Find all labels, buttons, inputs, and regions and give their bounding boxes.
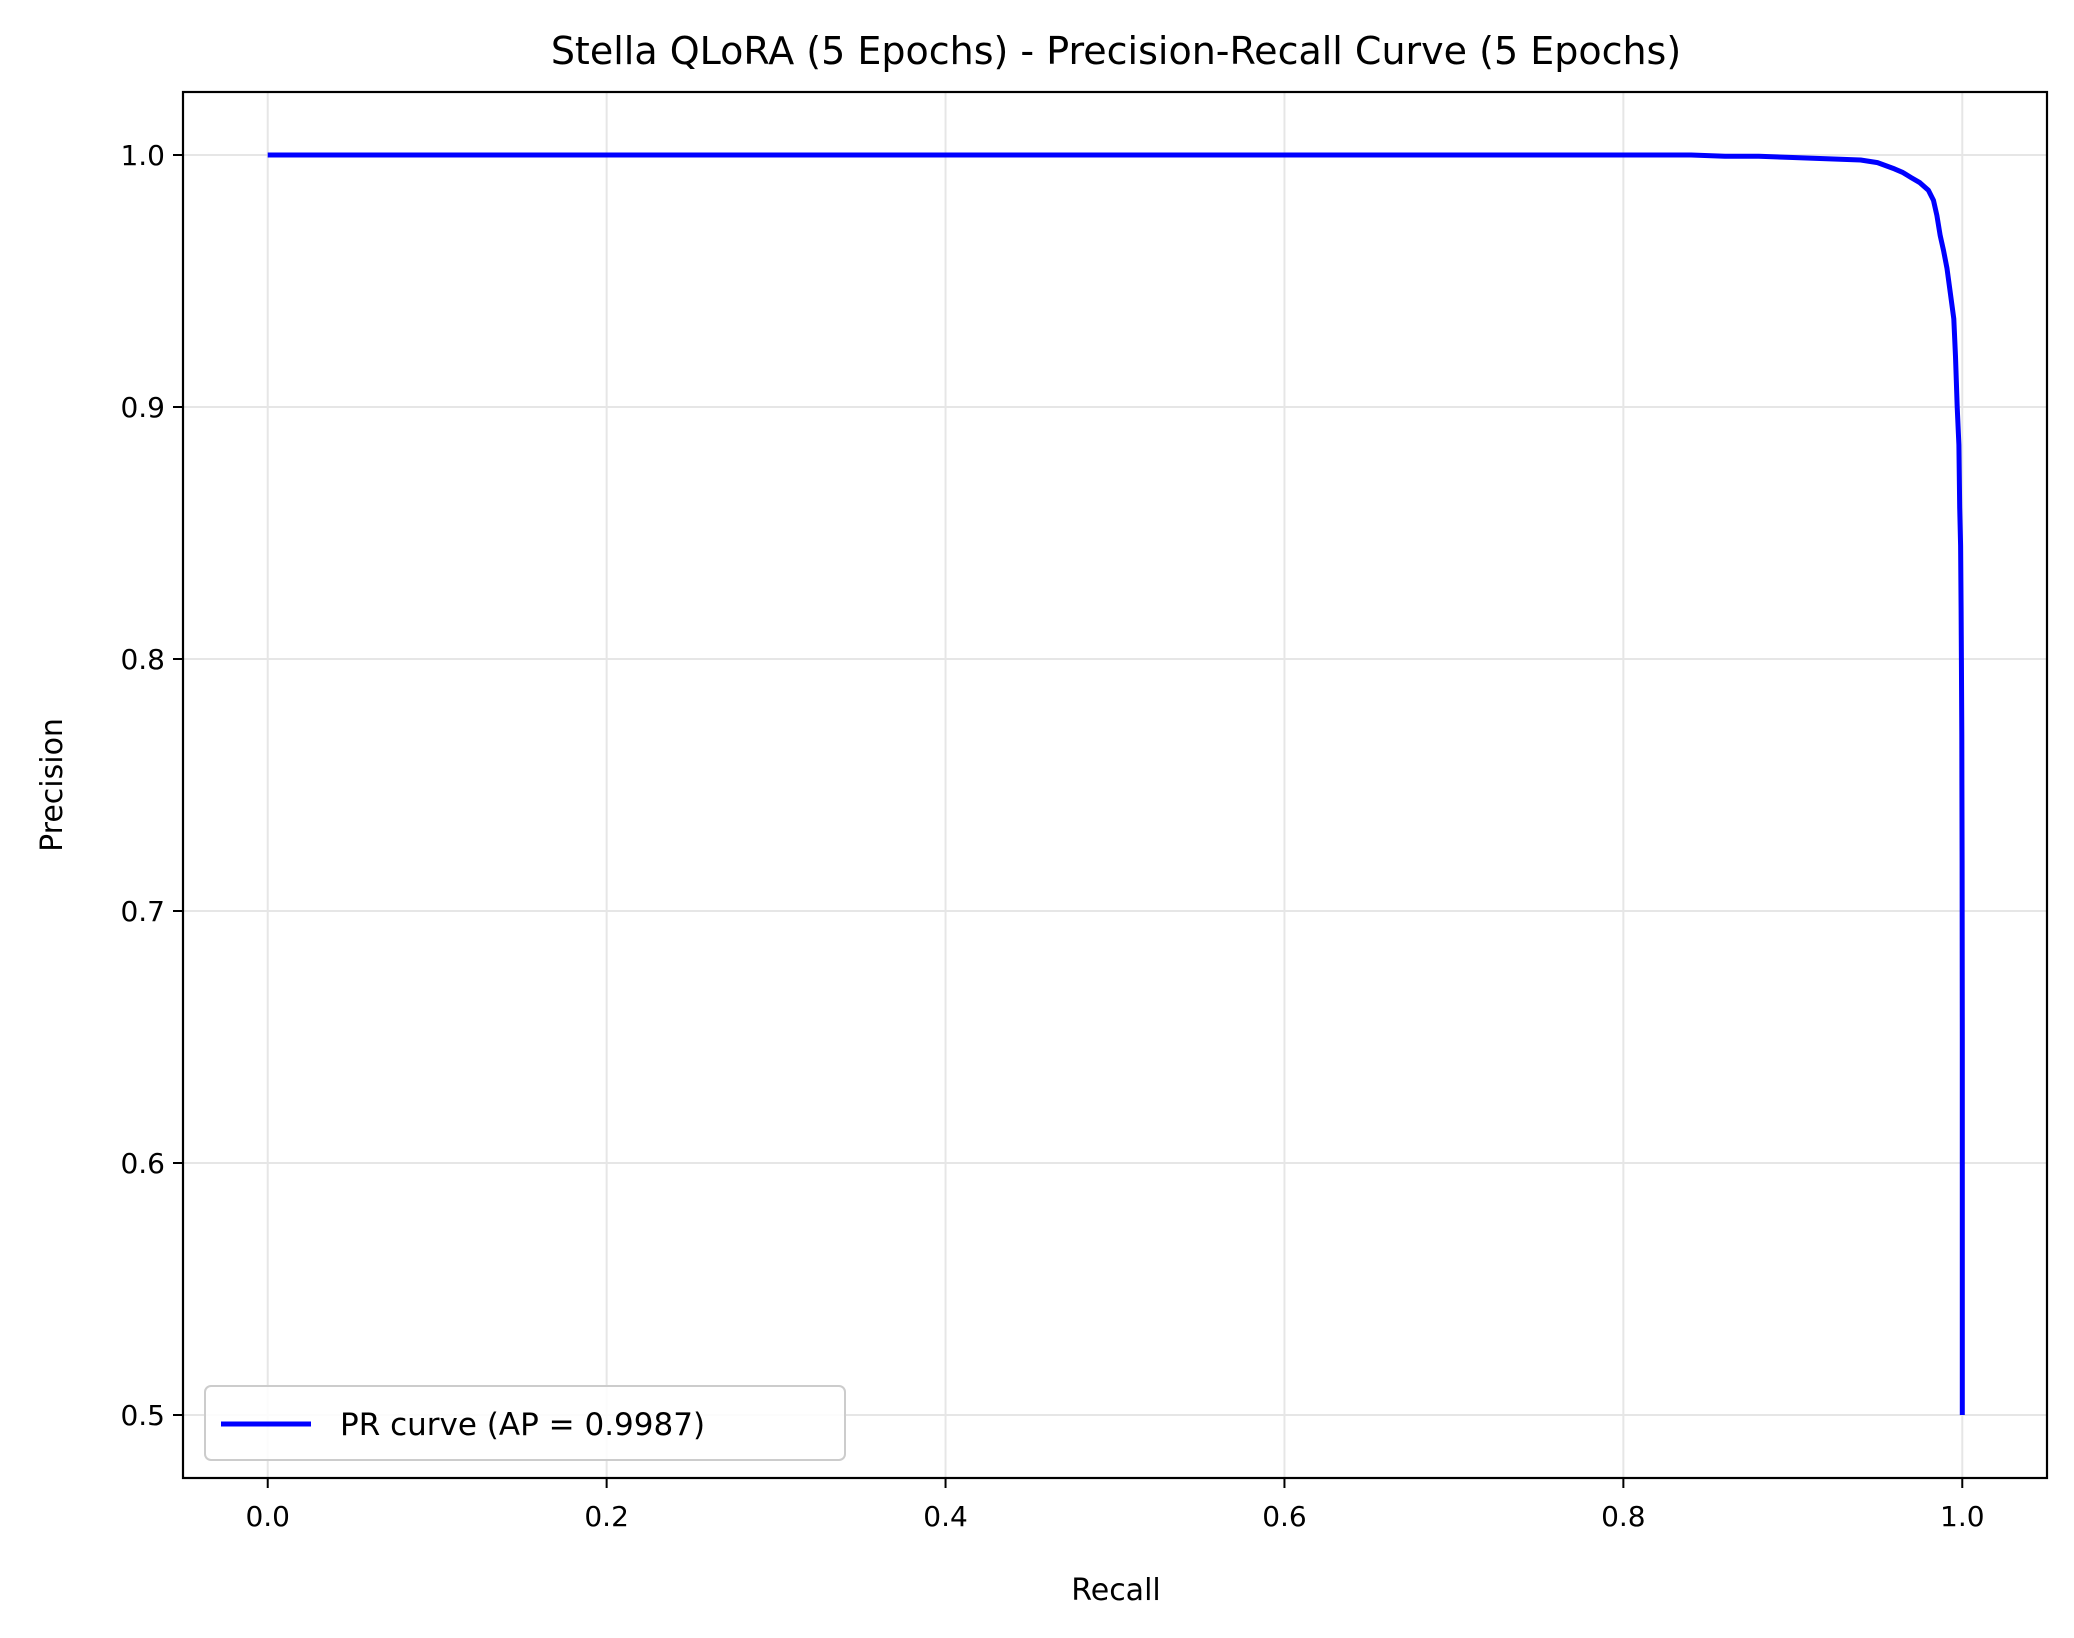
x-axis-title: Recall — [1071, 1573, 1161, 1608]
y-axis-title: Precision — [35, 718, 70, 852]
series-layer — [267, 152, 1965, 1415]
x-tick-label: 0.0 — [245, 1500, 290, 1533]
grid-lines — [183, 92, 2047, 1478]
plot-area-frame — [181, 90, 2049, 1480]
x-tick-label: 0.4 — [923, 1500, 968, 1533]
x-tick-label: 0.8 — [1601, 1500, 1646, 1533]
chart-title: Stella QLoRA (5 Epochs) - Precision-Reca… — [551, 29, 1681, 73]
y-tick-label: 0.8 — [120, 643, 165, 676]
legend: PR curve (AP = 0.9987) — [204, 1385, 846, 1461]
x-tick-label: 0.2 — [584, 1500, 629, 1533]
x-tick-label: 0.6 — [1262, 1500, 1307, 1533]
x-tick-label: 1.0 — [1940, 1500, 1985, 1533]
y-tick-label: 1.0 — [120, 139, 165, 172]
y-tick-label: 0.5 — [120, 1399, 165, 1432]
legend-label: PR curve (AP = 0.9987) — [340, 1407, 705, 1443]
y-tick-label: 0.7 — [120, 895, 165, 928]
pr-curve-line — [267, 152, 1965, 1415]
y-tick-label: 0.9 — [120, 391, 165, 424]
axis-ticks: 0.0 0.2 0.4 0.6 0.8 1.0 0.5 0.6 0.7 0.8 0.9 1.0 — [120, 139, 1984, 1533]
y-tick-label: 0.6 — [120, 1147, 165, 1180]
legend-box — [204, 1385, 846, 1461]
